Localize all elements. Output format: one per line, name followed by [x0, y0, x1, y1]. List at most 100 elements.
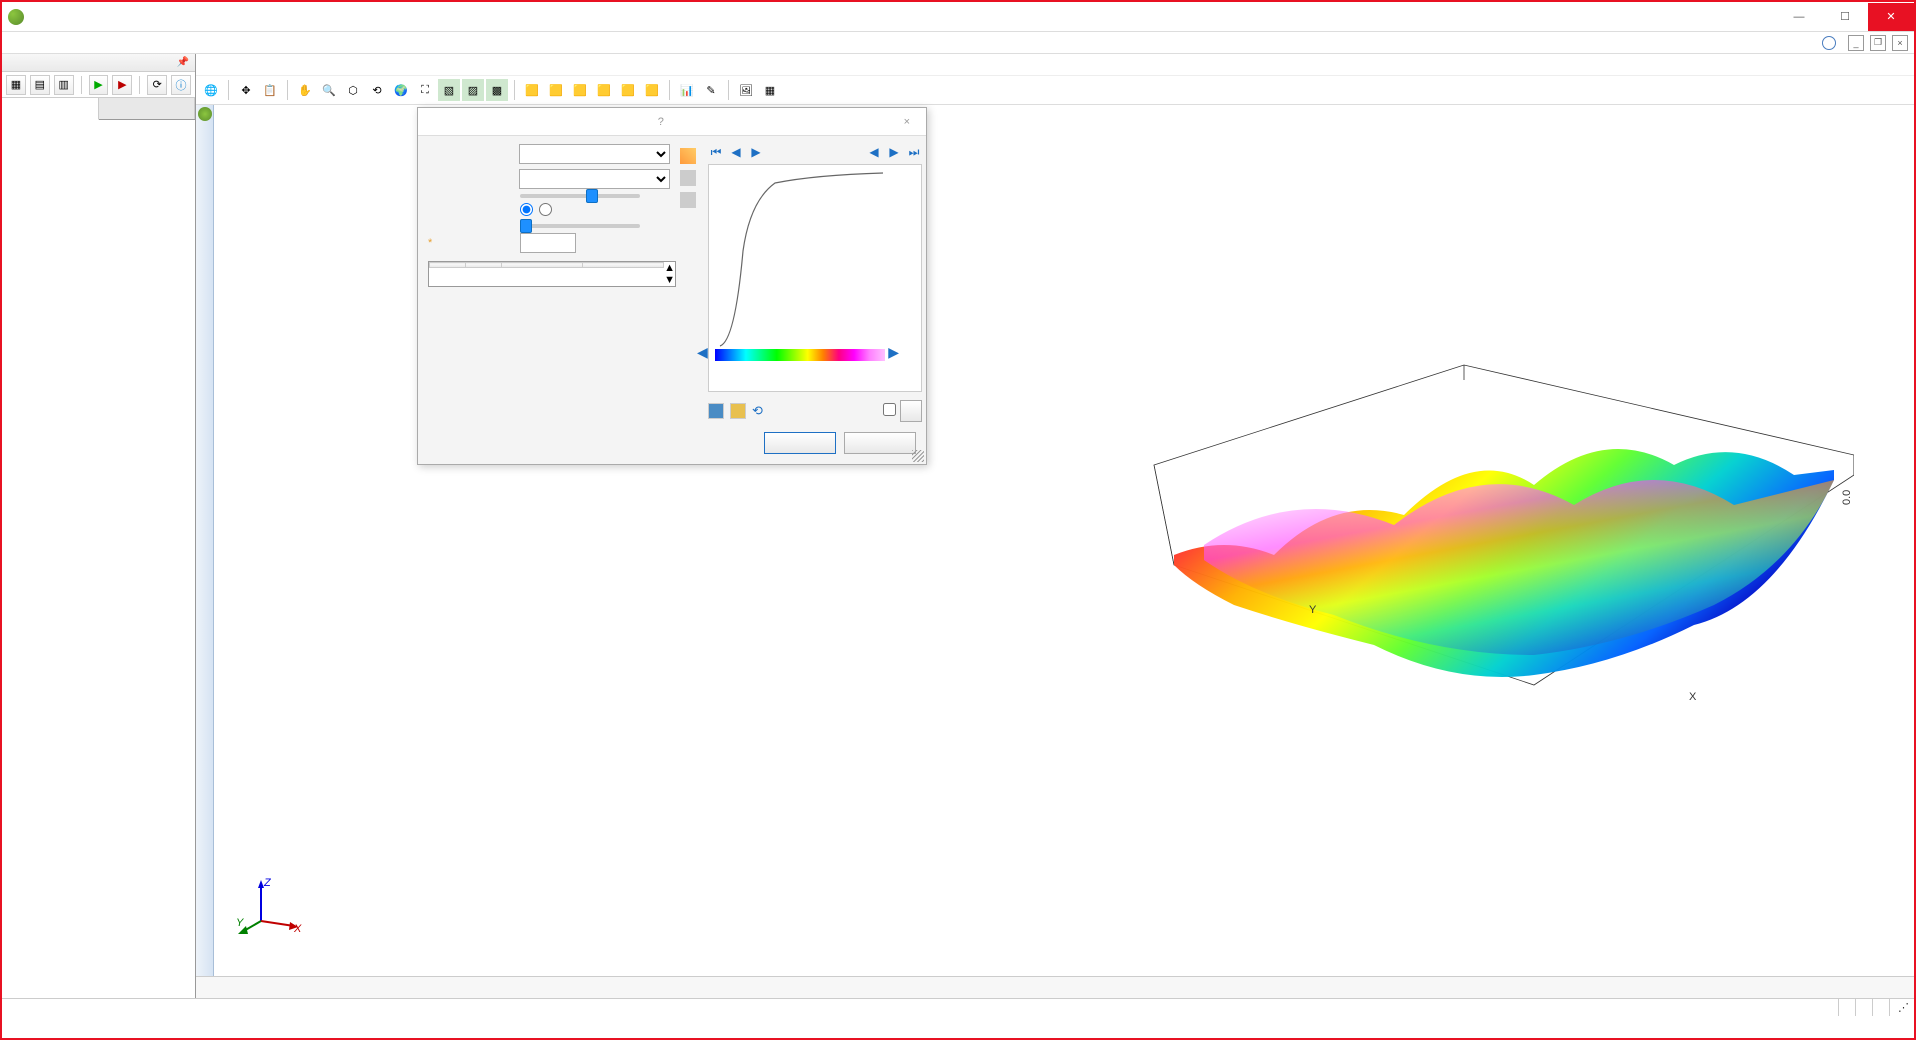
maximize-button[interactable]: ☐ — [1822, 3, 1868, 31]
tb-globe-icon[interactable]: 🌐 — [200, 79, 222, 101]
tb-chart-icon[interactable]: 📊 — [676, 79, 698, 101]
window-titlebar: — ☐ ✕ — [2, 2, 1914, 32]
colour-table[interactable] — [429, 262, 664, 286]
pe-tb-icon-3[interactable]: ▥ — [54, 75, 74, 95]
tb-lasso-icon[interactable]: ⬡ — [342, 79, 364, 101]
run-record-icon[interactable]: ▶ — [112, 75, 132, 95]
dialog-titlebar[interactable]: ? × — [418, 108, 926, 136]
hist-prev-icon[interactable]: ◀ — [728, 144, 744, 160]
minimize-button[interactable]: — — [1776, 3, 1822, 31]
tab-tools[interactable] — [99, 98, 196, 119]
histogram-plot: ◀ ▶ — [708, 164, 922, 392]
tab-data[interactable] — [2, 98, 99, 120]
tb-cube2-icon[interactable]: 🟨 — [545, 79, 567, 101]
3d-manager-tab[interactable] — [196, 105, 214, 976]
col-min — [502, 263, 583, 268]
refresh-icon[interactable]: ⟳ — [147, 75, 167, 95]
tb-edit-icon[interactable]: ✎ — [700, 79, 722, 101]
hist-next-icon[interactable]: ▶ — [748, 144, 764, 160]
status-grip: ⋰ — [1889, 999, 1906, 1016]
3d-surface-view[interactable]: X Y 0.0 — [1134, 305, 1854, 725]
status-bar: ⋰ — [2, 998, 1914, 1016]
ok-button[interactable] — [764, 432, 836, 454]
status-unknown — [1838, 999, 1855, 1016]
tb-pointer-icon[interactable]: ✥ — [235, 79, 257, 101]
tb-snap-icon[interactable]: 🖼 — [735, 79, 757, 101]
svg-text:X: X — [293, 923, 302, 935]
status-none — [1855, 999, 1872, 1016]
tb-cube6-icon[interactable]: 🟨 — [641, 79, 663, 101]
tb-globe2-icon[interactable]: 🌍 — [390, 79, 412, 101]
hist-last-icon[interactable]: ⏭ — [906, 144, 922, 160]
tb-cube4-icon[interactable]: 🟨 — [593, 79, 615, 101]
reverse-colours-button[interactable] — [900, 400, 922, 422]
slider-brightness[interactable] — [520, 194, 640, 198]
3d-canvas[interactable]: ? × — [196, 105, 1914, 976]
open-icon[interactable] — [730, 403, 746, 419]
col-colour — [466, 263, 502, 268]
save-icon[interactable] — [708, 403, 724, 419]
hist-next2-icon[interactable]: ▶ — [886, 144, 902, 160]
tb-cube5-icon[interactable]: 🟨 — [617, 79, 639, 101]
tb-box1-icon[interactable]: ▧ — [438, 79, 460, 101]
svg-text:Z: Z — [263, 877, 272, 889]
table-scrollbar[interactable]: ▲▼ — [664, 262, 675, 286]
y-axis-label: Y — [1309, 604, 1317, 616]
tb-box3-icon[interactable]: ▩ — [486, 79, 508, 101]
info-icon[interactable]: ⓘ — [171, 75, 191, 95]
mdi-close-button[interactable]: × — [1892, 35, 1908, 51]
pencil-icon[interactable] — [680, 148, 696, 164]
dialog-help-icon[interactable]: ? — [650, 116, 672, 128]
workspace: 🌐 ✥ 📋 ✋ 🔍 ⬡ ⟲ 🌍 ⛶ ▧ ▨ ▩ 🟨 🟨 🟨 🟨 🟨 🟨 📊 — [196, 54, 1914, 998]
axis-indicator: Z X Y — [236, 876, 306, 946]
cancel-button[interactable] — [844, 432, 916, 454]
tb-rotate-icon[interactable]: ⟲ — [366, 79, 388, 101]
input-numbins[interactable] — [520, 233, 576, 253]
colorbar-right-icon[interactable]: ▶ — [888, 344, 899, 361]
tb-box2-icon[interactable]: ▨ — [462, 79, 484, 101]
check-icon[interactable] — [680, 170, 696, 186]
tb-cube3-icon[interactable]: 🟨 — [569, 79, 591, 101]
status-help — [10, 999, 1838, 1016]
tb-zoom-icon[interactable]: 🔍 — [318, 79, 340, 101]
tb-grid-icon[interactable]: ▦ — [759, 79, 781, 101]
dialog-resize-handle[interactable] — [912, 450, 924, 462]
x-axis-label: X — [1689, 691, 1697, 703]
col-active — [430, 263, 466, 268]
hint-bar — [196, 976, 1914, 998]
mdi-minimize-button[interactable]: _ — [1848, 35, 1864, 51]
dialog-close-icon[interactable]: × — [896, 116, 918, 128]
pe-tb-icon-2[interactable]: ▤ — [30, 75, 50, 95]
colour-tool-dialog: ? × — [417, 107, 927, 465]
svg-text:Y: Y — [236, 917, 244, 929]
select-distribution[interactable] — [519, 169, 670, 189]
histogram-nav: ⏮ ◀ ▶ ◀ ▶ ⏭ — [708, 144, 922, 160]
status-coords — [1872, 999, 1889, 1016]
reset-icon[interactable]: ⟲ — [752, 403, 768, 419]
histogram-colorbar — [715, 349, 885, 361]
tb-fit-icon[interactable]: ⛶ — [414, 79, 436, 101]
slider-transparency[interactable] — [520, 224, 640, 228]
tb-hand-icon[interactable]: ✋ — [294, 79, 316, 101]
workspace-menubar — [196, 54, 1914, 76]
radio-all[interactable] — [539, 203, 552, 219]
close-button[interactable]: ✕ — [1868, 3, 1914, 31]
tb-copy-icon[interactable]: 📋 — [259, 79, 281, 101]
checkbox-log-axis[interactable] — [883, 403, 896, 419]
x-icon[interactable] — [680, 192, 696, 208]
app-icon — [8, 9, 24, 25]
pin-icon[interactable]: 📌 — [177, 57, 189, 68]
project-explorer-header: 📌 — [2, 54, 195, 72]
main-menubar: _ ❐ × — [2, 32, 1914, 54]
select-datalayer[interactable] — [519, 144, 670, 164]
run-icon[interactable]: ▶ — [89, 75, 109, 95]
label-numbins: * — [428, 237, 514, 249]
hist-prev2-icon[interactable]: ◀ — [866, 144, 882, 160]
pe-tb-icon-1[interactable]: ▦ — [6, 75, 26, 95]
mdi-restore-button[interactable]: ❐ — [1870, 35, 1886, 51]
workspace-toolbar: 🌐 ✥ 📋 ✋ 🔍 ⬡ ⟲ 🌍 ⛶ ▧ ▨ ▩ 🟨 🟨 🟨 🟨 🟨 🟨 📊 — [196, 76, 1914, 104]
colorbar-left-icon[interactable]: ◀ — [697, 344, 708, 361]
hist-first-icon[interactable]: ⏮ — [708, 144, 724, 160]
radio-current[interactable] — [520, 203, 533, 219]
tb-cube1-icon[interactable]: 🟨 — [521, 79, 543, 101]
